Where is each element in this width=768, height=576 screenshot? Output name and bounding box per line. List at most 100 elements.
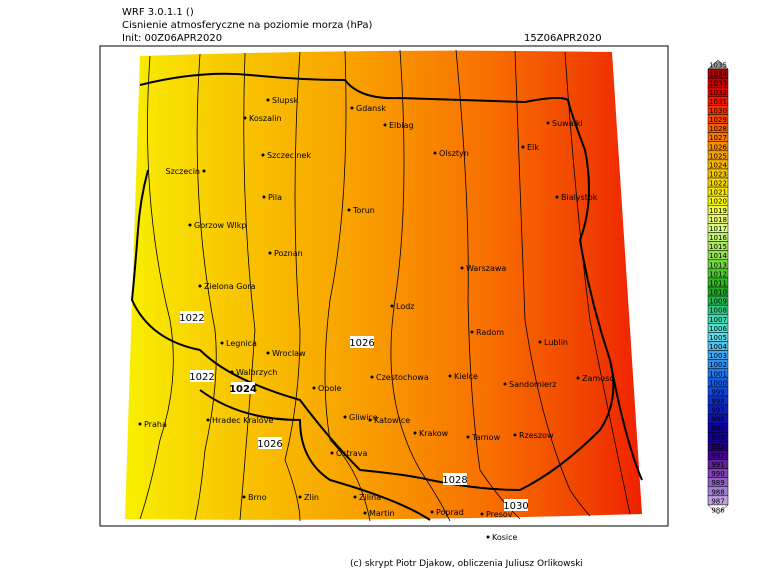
city-label: Poznan [274,249,303,258]
city-label: Elk [527,143,539,152]
city-label: Szczecinek [267,151,311,160]
city-label: Opole [318,384,341,393]
city-dot [312,386,316,390]
city-dot [538,340,542,344]
city-label: Poprad [436,508,464,517]
colorbar-label: 1002 [709,361,727,369]
city-dot [430,510,434,514]
contour-label: 1028 [442,475,467,486]
city-label: Pila [268,193,282,202]
colorbar-label: 1030 [709,107,727,115]
colorbar-label: 994 [711,434,725,442]
colorbar-label: 989 [711,479,724,487]
city-dot [448,374,452,378]
colorbar-label: 1027 [709,134,727,142]
city-label: Legnica [226,339,257,348]
colorbar-label: 1010 [709,289,727,297]
colorbar-label: 1031 [709,98,727,106]
city-label: Gorzow Wlkp [194,221,246,230]
colorbar-label: 1034 [709,71,727,79]
city-dot [298,495,302,499]
city-label: Zilina [359,493,381,502]
colorbar-label: 1009 [709,298,727,306]
contour-label: 1022 [189,372,214,383]
city-label: Zamosc [582,374,614,383]
city-dot [266,98,270,102]
contour-label-bg [190,370,214,382]
city-dot [347,208,351,212]
city-dot [576,376,580,380]
city-dot [503,382,507,386]
colorbar-label: 998 [711,398,724,406]
city-dot [413,431,417,435]
city-label: Gliwice [349,413,378,422]
borders [130,72,643,521]
city-dot [460,266,464,270]
contour-label: 1026 [257,439,282,450]
city-dot [266,351,270,355]
init: Init: 00Z06APR2020 [122,33,222,44]
colorbar-label: 1018 [709,216,727,224]
colorbar-label: 997 [711,407,724,415]
city-label: Martin [369,509,395,518]
colorbar-label: 1005 [709,334,727,342]
city-dot [206,418,210,422]
city-label: Gdansk [356,104,386,113]
city-dot [521,145,525,149]
colorbar-label: 1016 [709,234,727,242]
colorbar-label: 1006 [709,325,727,333]
colorbar-label: 992 [711,452,724,460]
colorbar-label: 1024 [709,161,727,169]
city-dot [202,169,206,173]
colorbar-label: 993 [711,443,724,451]
colorbar-label: 988 [711,488,724,496]
city-dot [230,370,234,374]
city-dot [383,123,387,127]
city-dot [343,415,347,419]
city-dot [138,422,142,426]
colorbar-label: 1001 [709,370,727,378]
city-label: Brno [248,493,267,502]
colorbar-label: 1021 [709,189,727,197]
footer: (c) skrypt Piotr Djakow, obliczenia Juli… [350,559,583,569]
isobars [139,49,631,522]
city-dot [242,495,246,499]
city-label: Walbrzych [236,368,277,377]
colorbar-label: 995 [711,425,724,433]
colorbar-cap [707,504,729,515]
colorbar-label: 1015 [709,243,727,251]
colorbar-label: 1011 [709,279,727,287]
city-dot [513,433,517,437]
colorbar-label: 1025 [709,152,727,160]
city-dot [363,511,367,515]
contour-labels: 1022 1022 1024 1026 1026 1028 1030 [179,311,529,512]
valid-time: 15Z06APR2020 [524,33,602,44]
colorbar-label: 1008 [709,307,727,315]
colorbar-label: 996 [711,416,725,424]
city-label: Wroclaw [272,349,306,358]
contour-label-bg [258,437,282,449]
city-label: Tarnow [471,433,501,442]
colorbar-label: 1017 [709,225,727,233]
colorbar-label: 1019 [709,207,727,215]
city-dot [198,284,202,288]
colorbar-label: 1004 [709,343,727,351]
colorbar-label: 1000 [709,379,727,387]
colorbar-label: 1007 [709,316,727,324]
city-label: Zielona Gora [204,282,256,291]
city-label: Presov [486,510,513,519]
city-dot [262,195,266,199]
city-label: Zlin [304,493,319,502]
city-label: Warszawa [466,264,506,273]
colorbar-label: 1028 [709,125,727,133]
city-dot [261,153,265,157]
city-label: Lublin [544,338,568,347]
city-label: Hradec Kralove [212,416,273,425]
city-label: Kosice [492,533,518,542]
city-dot [188,223,192,227]
colorbar-label: 987 [711,497,724,505]
city-dot [546,121,550,125]
city-dot [555,195,559,199]
